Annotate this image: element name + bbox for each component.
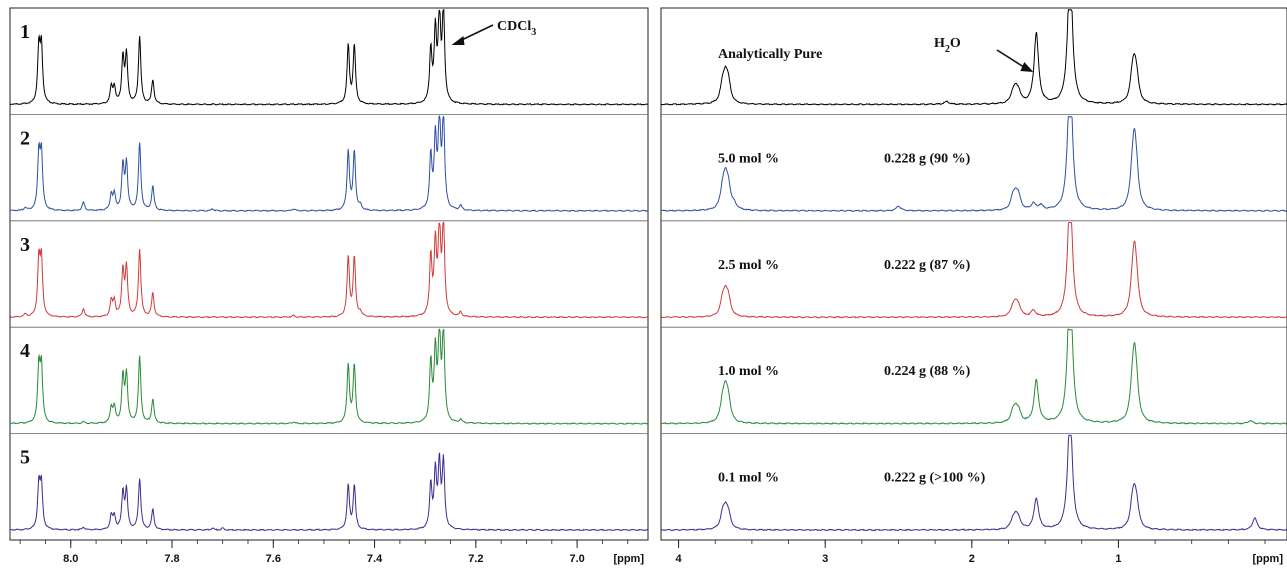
spectrum-trace-3	[10, 221, 649, 319]
x-tick-label: 7.4	[367, 553, 383, 565]
yield-label: 0.224 g (88 %)	[884, 364, 971, 379]
yield-label: 0.222 g (>100 %)	[884, 471, 986, 486]
h2o-annotation-subscript: 2	[945, 44, 950, 55]
h2o-annotation: H2O	[934, 36, 961, 55]
x-axis-unit: [ppm]	[613, 553, 644, 565]
spectrum-trace-3	[661, 221, 1287, 319]
catalyst-loading-label: Analytically Pure	[718, 47, 822, 62]
spectrum-trace-4	[660, 328, 1287, 425]
trace-number-label: 5	[20, 447, 30, 469]
panel-frame	[660, 7, 1287, 541]
h2o-arrow	[996, 49, 1026, 69]
trace-number-label: 3	[20, 234, 30, 256]
x-tick-label: 2	[969, 553, 975, 565]
cdcl3-annotation-subscript: 3	[531, 27, 536, 38]
spectrum-trace-2	[9, 115, 648, 212]
x-tick-label: 7.2	[468, 553, 483, 565]
yield-label: 0.228 g (90 %)	[884, 151, 971, 166]
x-tick-label: 7.6	[266, 553, 281, 565]
x-tick-label: 3	[822, 553, 828, 565]
spectrum-trace-1	[9, 8, 649, 106]
spectrum-trace-5	[660, 434, 1287, 532]
spectrum-trace-1	[660, 8, 1287, 106]
aliphatic-spectra-panel: 4 3 2 1 [ppm] Analytically Pure 5.0 mol % 0.228…	[660, 7, 1287, 565]
spectrum-trace-5	[9, 452, 649, 532]
panel-frame	[9, 7, 649, 541]
spectrum-trace-2	[660, 116, 1287, 212]
catalyst-loading-label: 0.1 mol %	[718, 471, 779, 486]
spectrum-trace-4	[10, 328, 649, 425]
h2o-arrowhead	[1020, 62, 1034, 72]
catalyst-loading-label: 5.0 mol %	[718, 151, 779, 166]
trace-number-label: 4	[20, 340, 30, 362]
x-tick-label: 7.0	[569, 553, 584, 565]
x-axis-unit: [ppm]	[1252, 553, 1283, 565]
x-tick-label: 8.0	[63, 553, 78, 565]
h2o-annotation-text: H	[934, 36, 945, 51]
x-tick-label: 7.8	[164, 553, 179, 565]
cdcl3-annotation-text: CDCl	[497, 19, 531, 34]
trace-number-label: 2	[20, 127, 30, 149]
catalyst-loading-label: 1.0 mol %	[718, 364, 779, 379]
x-tick-label: 4	[676, 553, 683, 565]
x-tick-label: 1	[1115, 553, 1121, 565]
catalyst-loading-label: 2.5 mol %	[718, 258, 779, 273]
cdcl3-arrowhead	[451, 36, 465, 45]
h2o-annotation-suffix: O	[950, 36, 961, 51]
yield-label: 0.222 g (87 %)	[884, 258, 971, 273]
trace-number-label: 1	[20, 21, 30, 43]
cdcl3-annotation: CDCl3	[497, 19, 536, 38]
